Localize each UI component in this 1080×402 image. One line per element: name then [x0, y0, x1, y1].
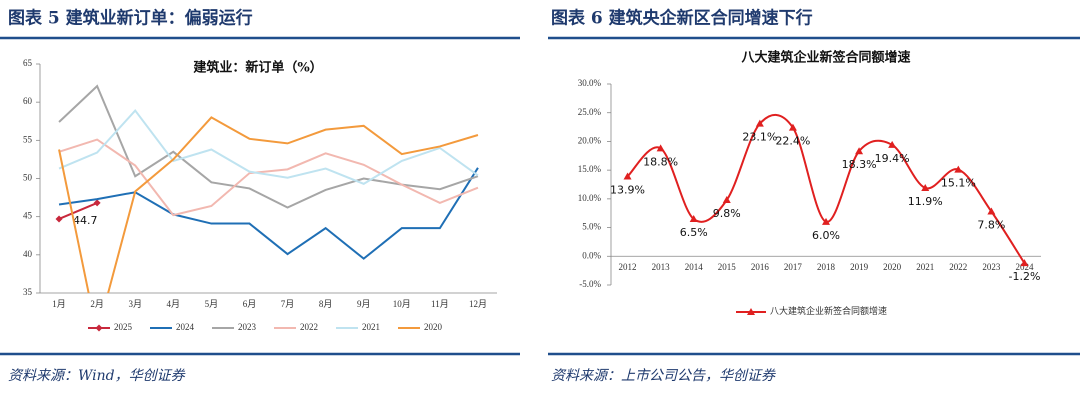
data-label: 22.4% — [775, 135, 810, 148]
x-tick-label: 5月 — [205, 299, 219, 309]
data-label: 7.8% — [977, 218, 1005, 231]
panel-title: 图表 5 建筑业新订单：偏弱运行 — [8, 8, 253, 29]
legend-label: 2025 — [114, 322, 133, 332]
y-tick-label: 20.0% — [578, 135, 602, 145]
point-marker — [55, 215, 63, 223]
data-label: 13.9% — [610, 183, 645, 196]
legend-label: 2023 — [238, 322, 257, 332]
series-line — [58, 202, 98, 220]
point-marker — [788, 123, 797, 131]
legend-label: 2020 — [424, 322, 443, 332]
point-marker — [855, 147, 864, 155]
y-tick-label: -5.0% — [579, 279, 601, 289]
point-marker — [921, 183, 930, 191]
legend-marker — [747, 308, 755, 315]
y-tick-label: 30.0% — [578, 78, 602, 88]
x-tick-label: 2015 — [718, 262, 737, 272]
series-line — [58, 108, 479, 185]
point-marker — [689, 214, 698, 222]
chart-title: 建筑业：新订单（%） — [193, 60, 322, 76]
y-tick-label: 10.0% — [578, 193, 602, 203]
x-tick-label: 8月 — [319, 299, 333, 309]
legend-marker — [95, 324, 103, 332]
y-tick-label: 0.0% — [582, 250, 601, 260]
point-marker — [755, 119, 764, 127]
x-tick-label: 3月 — [128, 299, 142, 309]
x-tick-label: 2021 — [916, 262, 934, 272]
data-label: 6.0% — [812, 229, 840, 242]
x-tick-label: 10月 — [393, 299, 411, 309]
legend-label: 2022 — [300, 322, 318, 332]
y-tick-label: 45 — [23, 211, 33, 221]
y-tick-label: 5.0% — [582, 222, 601, 232]
y-tick-label: 50 — [23, 173, 33, 183]
point-marker — [822, 217, 830, 225]
x-tick-label: 2022 — [949, 262, 967, 272]
x-tick-label: 2017 — [784, 262, 803, 272]
point-marker — [623, 172, 632, 180]
x-tick-label: 1月 — [52, 299, 66, 309]
source: 资料来源：Wind，华创证券 — [8, 368, 186, 384]
series-line — [58, 84, 479, 209]
data-label: 6.5% — [680, 226, 708, 239]
x-tick-label: 2016 — [751, 262, 770, 272]
x-tick-label: 11月 — [431, 299, 449, 309]
legend-label: 2021 — [362, 322, 380, 332]
data-label: 15.1% — [941, 177, 976, 190]
series-line — [58, 116, 479, 293]
chart-title: 八大建筑企业新签合同额增速 — [740, 50, 910, 66]
x-tick-label: 2018 — [817, 262, 836, 272]
x-tick-label: 9月 — [357, 299, 371, 309]
x-tick-label: 2013 — [652, 262, 671, 272]
data-label: 18.8% — [643, 155, 678, 168]
series-line — [58, 138, 479, 217]
point-marker — [656, 144, 665, 152]
point-marker — [722, 196, 731, 204]
x-tick-label: 2014 — [685, 262, 704, 272]
x-tick-label: 2020 — [883, 262, 902, 272]
x-tick-label: 2019 — [850, 262, 869, 272]
data-label: 19.4% — [875, 152, 910, 165]
data-label: 9.8% — [713, 207, 741, 220]
data-label: 44.7 — [73, 214, 98, 227]
y-tick-label: 65 — [23, 58, 33, 68]
source: 资料来源：上市公司公告，华创证券 — [551, 368, 776, 384]
data-label: -1.2% — [1009, 270, 1041, 283]
series-line — [58, 167, 479, 260]
point-marker — [1020, 259, 1029, 267]
y-tick-label: 35 — [23, 287, 33, 297]
point-marker — [93, 199, 101, 207]
x-tick-label: 7月 — [281, 299, 295, 309]
data-label: 18.3% — [842, 158, 877, 171]
x-tick-label: 6月 — [243, 299, 257, 309]
x-tick-label: 2023 — [982, 262, 1001, 272]
y-tick-label: 15.0% — [578, 164, 602, 174]
y-tick-label: 55 — [23, 134, 33, 144]
y-tick-label: 25.0% — [578, 107, 602, 117]
point-marker — [888, 140, 897, 148]
x-tick-label: 4月 — [167, 299, 181, 309]
y-tick-label: 40 — [23, 249, 33, 259]
y-tick-label: 60 — [23, 96, 33, 106]
legend-label: 八大建筑企业新签合同额增速 — [770, 305, 887, 316]
data-label: 23.1% — [742, 131, 777, 144]
data-label: 11.9% — [908, 195, 943, 208]
point-marker — [954, 165, 963, 173]
x-tick-label: 2012 — [619, 262, 637, 272]
x-tick-label: 2024 — [1015, 262, 1034, 272]
panel-title: 图表 6 建筑央企新区合同增速下行 — [551, 8, 813, 29]
x-tick-label: 12月 — [469, 299, 487, 309]
legend-label: 2024 — [176, 322, 195, 332]
x-tick-label: 2月 — [90, 299, 104, 309]
point-marker — [987, 207, 996, 215]
